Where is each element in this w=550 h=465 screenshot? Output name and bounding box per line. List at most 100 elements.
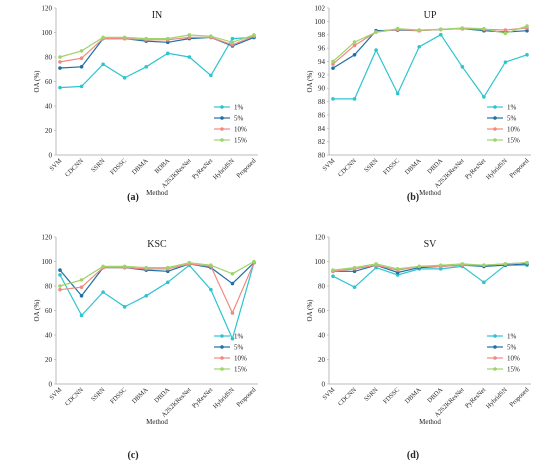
legend-label: 1% [507, 333, 517, 341]
legend-marker [493, 127, 497, 131]
data-point [144, 65, 149, 69]
x-tick-label: SVM [321, 386, 336, 401]
data-point [417, 28, 422, 32]
data-point [352, 52, 357, 57]
series-line [59, 260, 255, 287]
data-point [331, 274, 335, 279]
data-point [122, 76, 127, 80]
data-point [144, 265, 149, 270]
y-tick-label: 80 [45, 283, 53, 291]
data-point [58, 66, 62, 70]
series-3 [58, 33, 256, 59]
legend-label: 5% [507, 344, 517, 352]
legend-label: 10% [234, 126, 247, 134]
data-point [482, 95, 486, 99]
x-tick-label: DBDA [153, 386, 171, 404]
series-0 [331, 32, 529, 101]
series-line [59, 262, 255, 315]
data-point [352, 285, 357, 290]
y-tick-label: 92 [318, 71, 326, 79]
x-tick-label: PyResNet [464, 386, 487, 409]
y-axis-label: OA (%) [306, 299, 314, 322]
legend-label: 10% [507, 355, 520, 363]
legend-label: 10% [234, 355, 247, 363]
series-3 [331, 24, 529, 64]
data-point [58, 273, 62, 277]
x-tick-label: SVM [321, 157, 336, 172]
x-tick-label: FDSSC [382, 157, 401, 176]
x-tick-label: SSRN [363, 386, 380, 403]
data-point [79, 313, 84, 318]
data-point [331, 66, 335, 70]
series-3 [58, 259, 256, 288]
data-point [230, 40, 235, 45]
y-tick-label: 80 [318, 152, 326, 160]
legend-marker [220, 138, 224, 142]
y-tick-label: 96 [318, 45, 326, 53]
x-tick-label: SSRN [363, 157, 380, 174]
panel-label: (c) [127, 450, 138, 461]
series-line [59, 262, 255, 341]
data-point [79, 278, 84, 282]
data-point [460, 26, 465, 30]
data-point [331, 268, 335, 272]
data-point [165, 36, 170, 41]
data-point [374, 48, 378, 52]
data-point [58, 284, 62, 288]
data-point [122, 35, 127, 40]
x-tick-label: DBMA [404, 386, 423, 405]
y-tick-label: 40 [45, 103, 53, 111]
legend-label: 15% [507, 137, 520, 145]
y-tick-label: 0 [322, 381, 326, 389]
legend-label: 5% [234, 115, 244, 123]
x-tick-label: Proposed [508, 386, 531, 409]
y-tick-label: 120 [42, 234, 53, 242]
x-tick-label: PyResNet [464, 157, 487, 180]
data-point [525, 260, 529, 265]
chart-title: UP [424, 10, 437, 21]
data-point [122, 264, 127, 269]
data-point [331, 97, 335, 101]
legend-marker [220, 105, 224, 109]
series-line [333, 33, 528, 100]
x-tick-label: PyResNet [191, 157, 214, 180]
x-tick-label: CDCNN [64, 386, 85, 407]
y-tick-label: 82 [318, 138, 326, 146]
data-point [374, 262, 378, 266]
data-point [58, 287, 62, 292]
data-point [79, 294, 84, 298]
data-point [230, 311, 235, 315]
data-point [79, 56, 84, 61]
legend-marker [493, 334, 497, 338]
data-point [79, 84, 84, 89]
data-point [79, 65, 84, 69]
x-tick-label: Proposed [235, 157, 258, 180]
x-tick-label: SVM [48, 386, 63, 401]
data-point [101, 62, 105, 67]
chart-in: IN 0 20 40 60 80 100 120 OA (%) SVM CDCNN SSRN FDSSC… [33, 5, 258, 203]
data-point [58, 85, 62, 90]
data-point [525, 24, 529, 28]
y-tick-label: 60 [45, 78, 53, 86]
x-tick-label: DBMA [131, 386, 150, 405]
y-tick-label: 0 [49, 381, 53, 389]
data-point [460, 262, 465, 266]
y-tick-label: 20 [45, 127, 53, 135]
panel-label: (a) [127, 192, 139, 203]
data-point [395, 26, 400, 31]
x-tick-label: BDBA [153, 157, 171, 175]
data-point [503, 31, 508, 36]
x-tick-label: SVM [48, 157, 63, 172]
legend-label: 1% [234, 104, 244, 112]
y-tick-label: 94 [318, 58, 326, 66]
data-point [503, 60, 508, 64]
legend-marker [493, 367, 497, 371]
legend-marker [220, 116, 224, 120]
legend-label: 15% [234, 366, 247, 374]
data-point [503, 28, 508, 32]
y-axis-label: OA (%) [33, 70, 41, 93]
data-point [101, 290, 105, 294]
data-point [165, 51, 170, 56]
x-tick-label: DBDA [426, 386, 444, 404]
x-axis-label: Method [419, 418, 441, 426]
